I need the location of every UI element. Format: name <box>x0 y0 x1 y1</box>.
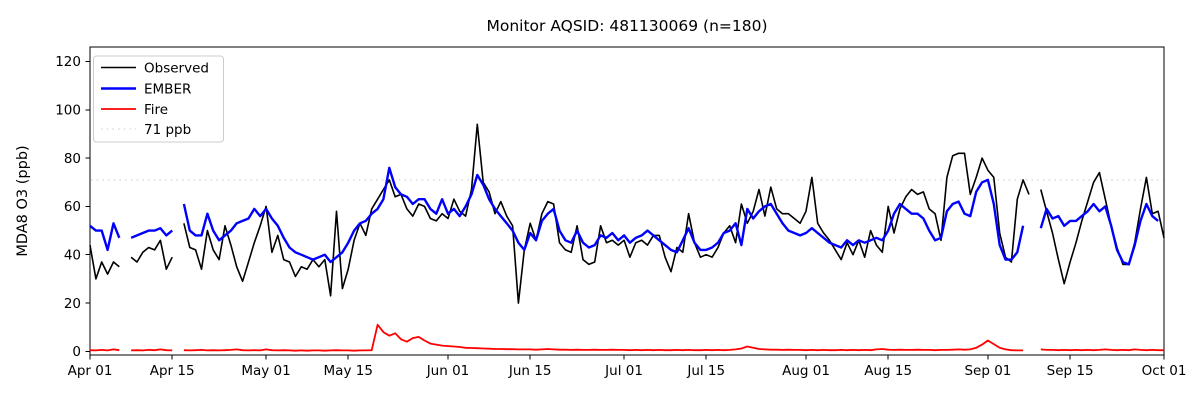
y-tick-label: 0 <box>72 344 81 360</box>
legend-box <box>93 55 224 143</box>
y-tick-label: 20 <box>64 296 81 312</box>
legend-label: Observed <box>144 60 209 76</box>
x-tick-label: Jul 15 <box>686 363 725 379</box>
legend-label: Fire <box>144 102 168 118</box>
y-tick-label: 80 <box>64 151 81 167</box>
x-tick-label: Aug 15 <box>864 363 912 379</box>
x-tick-label: Jun 15 <box>508 363 552 379</box>
x-tick-label: May 15 <box>324 363 373 379</box>
x-tick-label: May 01 <box>241 363 290 379</box>
y-tick-label: 40 <box>64 247 81 263</box>
series-line-observed <box>89 123 1165 304</box>
x-tick-label: Aug 01 <box>782 363 830 379</box>
y-tick-label: 120 <box>55 54 81 70</box>
legend-label: 71 ppb <box>144 122 191 138</box>
series-line-fire <box>89 323 1164 352</box>
y-axis-label: MDA8 O3 (ppb) <box>15 145 31 256</box>
chart-title: Monitor AQSID: 481130069 (n=180) <box>486 17 767 35</box>
x-tick-label: Jun 01 <box>426 363 470 379</box>
x-tick-label: Oct 01 <box>1142 363 1187 379</box>
x-tick-label: Apr 01 <box>68 363 113 379</box>
x-tick-label: Apr 15 <box>150 363 195 379</box>
x-tick-label: Jul 01 <box>604 363 643 379</box>
series-line-ember <box>89 166 1159 266</box>
y-tick-label: 60 <box>64 199 81 215</box>
legend-label: EMBER <box>144 81 191 97</box>
x-tick-label: Sep 15 <box>1047 363 1094 379</box>
plot-border <box>89 46 1165 356</box>
y-tick-label: 100 <box>55 103 81 119</box>
x-tick-label: Sep 01 <box>964 363 1011 379</box>
